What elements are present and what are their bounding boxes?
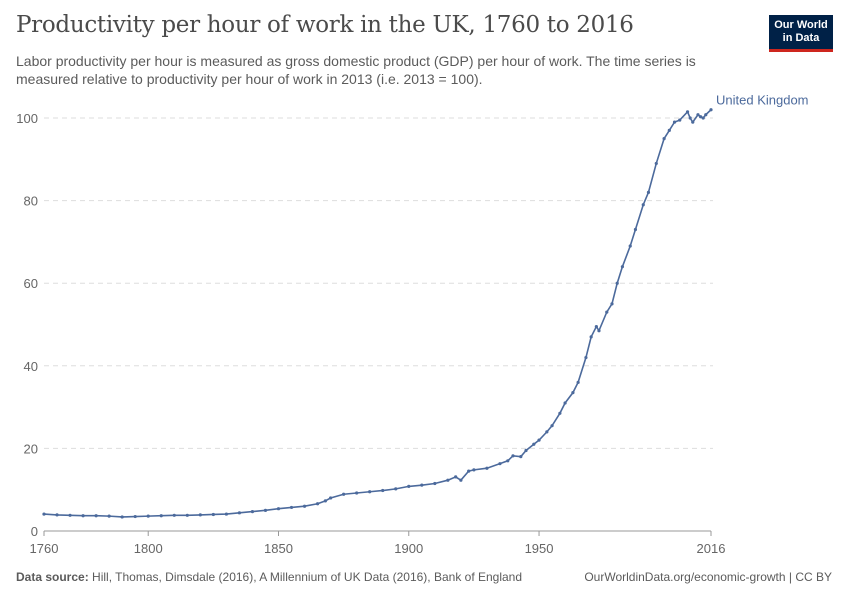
data-point — [302, 504, 307, 508]
data-point — [571, 391, 575, 395]
source-label: Data source: — [16, 570, 89, 584]
data-point — [524, 448, 528, 453]
data-point — [185, 513, 189, 517]
data-point — [667, 128, 671, 132]
y-tick-label: 20 — [24, 441, 38, 456]
data-point — [159, 514, 163, 518]
data-point — [506, 459, 510, 463]
data-point — [263, 508, 268, 512]
data-point — [120, 515, 124, 519]
data-point — [589, 335, 593, 339]
data-point — [420, 483, 424, 487]
data-point — [597, 329, 601, 333]
data-point — [198, 513, 202, 517]
footer-link[interactable]: OurWorldinData.org/economic-growth | CC … — [584, 570, 832, 584]
data-point — [237, 511, 242, 515]
data-point — [654, 161, 658, 166]
data-point — [485, 466, 489, 470]
data-point — [42, 512, 46, 516]
data-point — [323, 499, 327, 503]
data-point — [446, 478, 450, 482]
data-point — [594, 324, 598, 329]
data-point — [696, 113, 700, 117]
data-point — [472, 468, 476, 472]
data-point — [672, 120, 677, 124]
series-line — [43, 109, 712, 518]
data-point — [94, 514, 98, 518]
data-point — [172, 513, 176, 517]
data-point — [519, 455, 523, 459]
data-point — [289, 505, 294, 510]
data-point — [605, 310, 609, 314]
data-point — [68, 513, 72, 517]
data-point — [678, 118, 682, 122]
data-point — [532, 442, 536, 446]
data-point — [685, 110, 690, 114]
series-label: United Kingdom — [716, 93, 809, 108]
data-point — [467, 469, 471, 473]
data-point — [688, 116, 692, 120]
data-point — [704, 113, 708, 117]
data-point — [315, 502, 320, 506]
data-point — [633, 227, 638, 232]
x-tick-label: 1950 — [525, 541, 554, 556]
owid-logo[interactable]: Our World in Data — [769, 15, 833, 52]
data-point — [628, 244, 632, 248]
source-text: Hill, Thomas, Dimsdale (2016), A Millenn… — [92, 570, 523, 584]
data-point — [662, 137, 666, 141]
data-source: Data source: Hill, Thomas, Dimsdale (201… — [16, 570, 522, 584]
data-point — [620, 265, 625, 269]
data-point — [558, 411, 562, 415]
data-point — [698, 115, 703, 119]
y-tick-label: 60 — [24, 276, 38, 291]
data-point — [276, 507, 281, 511]
y-tick-label: 40 — [24, 359, 38, 374]
data-point — [342, 492, 346, 496]
x-tick-label: 1760 — [30, 541, 59, 556]
data-point — [394, 487, 398, 491]
data-point — [537, 438, 541, 442]
data-point — [81, 514, 85, 518]
data-point — [615, 281, 619, 285]
y-tick-label: 80 — [24, 194, 38, 209]
data-point — [584, 355, 588, 360]
data-point — [610, 302, 614, 306]
data-point — [211, 512, 215, 517]
data-point — [146, 514, 150, 518]
data-point — [563, 401, 567, 405]
data-point — [454, 475, 458, 479]
y-tick-label: 0 — [31, 524, 38, 539]
chart-subtitle: Labor productivity per hour is measured … — [16, 53, 696, 87]
data-point — [545, 430, 549, 434]
x-tick-label: 1800 — [134, 541, 163, 556]
data-point — [459, 478, 463, 482]
data-point — [407, 484, 411, 488]
data-point — [701, 116, 705, 120]
data-point — [576, 380, 580, 384]
data-point — [107, 514, 111, 518]
x-tick-label: 1850 — [264, 541, 293, 556]
data-point — [646, 190, 651, 194]
x-tick-label: 1900 — [394, 541, 423, 556]
y-tick-label: 100 — [16, 111, 38, 126]
chart-title: Productivity per hour of work in the UK,… — [16, 12, 634, 38]
data-point — [381, 488, 385, 493]
data-point — [250, 509, 255, 514]
data-point — [511, 454, 515, 458]
data-point — [498, 462, 502, 466]
data-point — [550, 424, 554, 428]
data-point — [355, 491, 359, 495]
data-point — [55, 513, 59, 517]
data-point — [433, 481, 437, 486]
data-point — [133, 514, 137, 519]
data-point — [329, 496, 333, 500]
x-tick-label: 2016 — [697, 541, 726, 556]
data-point — [691, 120, 695, 124]
data-point — [641, 203, 645, 207]
data-point — [368, 490, 372, 494]
data-point — [224, 512, 228, 516]
data-point — [709, 108, 713, 112]
